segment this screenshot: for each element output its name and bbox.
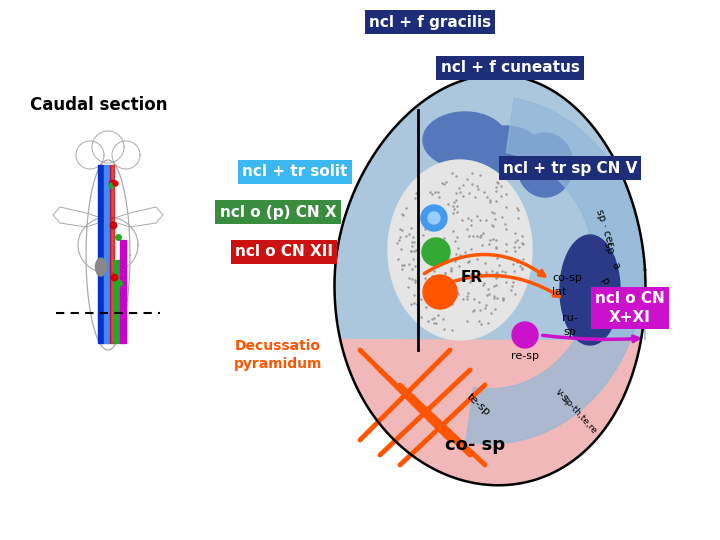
Polygon shape	[423, 112, 507, 168]
Text: p: p	[599, 276, 611, 287]
Text: re-sp: re-sp	[511, 351, 539, 361]
Polygon shape	[53, 207, 108, 227]
Text: FR: FR	[461, 271, 483, 286]
Polygon shape	[104, 165, 110, 343]
Text: ncl o CN
X+XI: ncl o CN X+XI	[595, 291, 665, 325]
Text: ru-: ru-	[562, 313, 578, 323]
Ellipse shape	[96, 258, 107, 276]
Polygon shape	[560, 235, 620, 345]
Circle shape	[428, 212, 440, 224]
Polygon shape	[86, 160, 130, 350]
Text: ncl o CN XII: ncl o CN XII	[235, 245, 333, 260]
Text: sp · a: sp · a	[602, 240, 622, 270]
Text: co- sp: co- sp	[445, 436, 505, 454]
Polygon shape	[335, 75, 646, 340]
Text: co-sp: co-sp	[552, 273, 582, 283]
Polygon shape	[76, 141, 104, 169]
Text: ncl + f cuneatus: ncl + f cuneatus	[441, 60, 580, 76]
Text: ncl + tr solit: ncl + tr solit	[243, 165, 348, 179]
Text: lat: lat	[552, 287, 567, 297]
Polygon shape	[388, 160, 532, 340]
Polygon shape	[335, 75, 646, 485]
Text: sp · cer: sp · cer	[594, 208, 616, 248]
Polygon shape	[469, 126, 541, 174]
Text: sp: sp	[564, 327, 577, 337]
Text: Caudal section: Caudal section	[30, 96, 168, 114]
Text: ncl + f gracilis: ncl + f gracilis	[369, 15, 491, 30]
Polygon shape	[114, 260, 120, 343]
Text: te-sp: te-sp	[464, 392, 492, 418]
Text: Decussatio
pyramidum: Decussatio pyramidum	[234, 339, 322, 370]
Circle shape	[421, 205, 447, 231]
Polygon shape	[466, 98, 643, 444]
Circle shape	[422, 238, 450, 266]
Circle shape	[423, 275, 457, 309]
Text: ncl + tr sp CN V: ncl + tr sp CN V	[503, 160, 637, 176]
Text: sp-th,te,re: sp-th,te,re	[561, 395, 599, 435]
Circle shape	[512, 322, 538, 348]
Polygon shape	[92, 131, 124, 163]
Text: v-s: v-s	[554, 387, 570, 403]
Polygon shape	[108, 207, 163, 227]
Text: ncl o (p) CN X: ncl o (p) CN X	[220, 205, 336, 219]
Polygon shape	[120, 240, 126, 343]
Polygon shape	[98, 165, 104, 343]
Polygon shape	[517, 133, 573, 197]
Polygon shape	[112, 141, 140, 169]
Polygon shape	[110, 165, 114, 343]
Polygon shape	[78, 217, 138, 273]
